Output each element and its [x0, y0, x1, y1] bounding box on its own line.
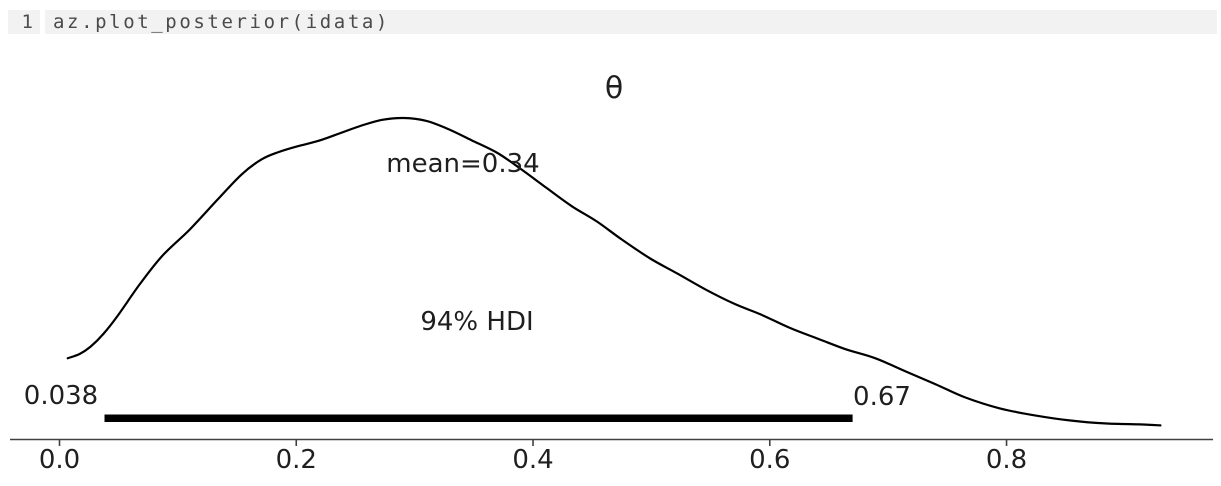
x-tick-label: 0.8 [986, 445, 1027, 475]
code-line-number: 1 [8, 10, 40, 34]
x-tick-label: 0.4 [512, 445, 553, 475]
hdi-lower-value: 0.038 [24, 381, 98, 411]
x-axis: 0.0 0.2 0.4 0.6 0.8 [10, 438, 1213, 475]
kde-curve [66, 116, 1162, 427]
code-text: az.plot_posterior(idata) [45, 10, 1217, 34]
x-tick-label: 0.6 [749, 445, 790, 475]
plot-title: θ [605, 71, 623, 106]
code-cell-gap [40, 10, 45, 34]
x-tick-label: 0.2 [276, 445, 317, 475]
x-axis-ticks: 0.0 0.2 0.4 0.6 0.8 [39, 439, 1027, 475]
hdi-label: 94% HDI [420, 307, 533, 337]
mean-label: mean=0.34 [386, 149, 539, 179]
hdi-upper-value: 0.67 [853, 382, 911, 412]
x-tick-label: 0.0 [39, 445, 80, 475]
code-cell: 1 az.plot_posterior(idata) [8, 10, 1217, 34]
